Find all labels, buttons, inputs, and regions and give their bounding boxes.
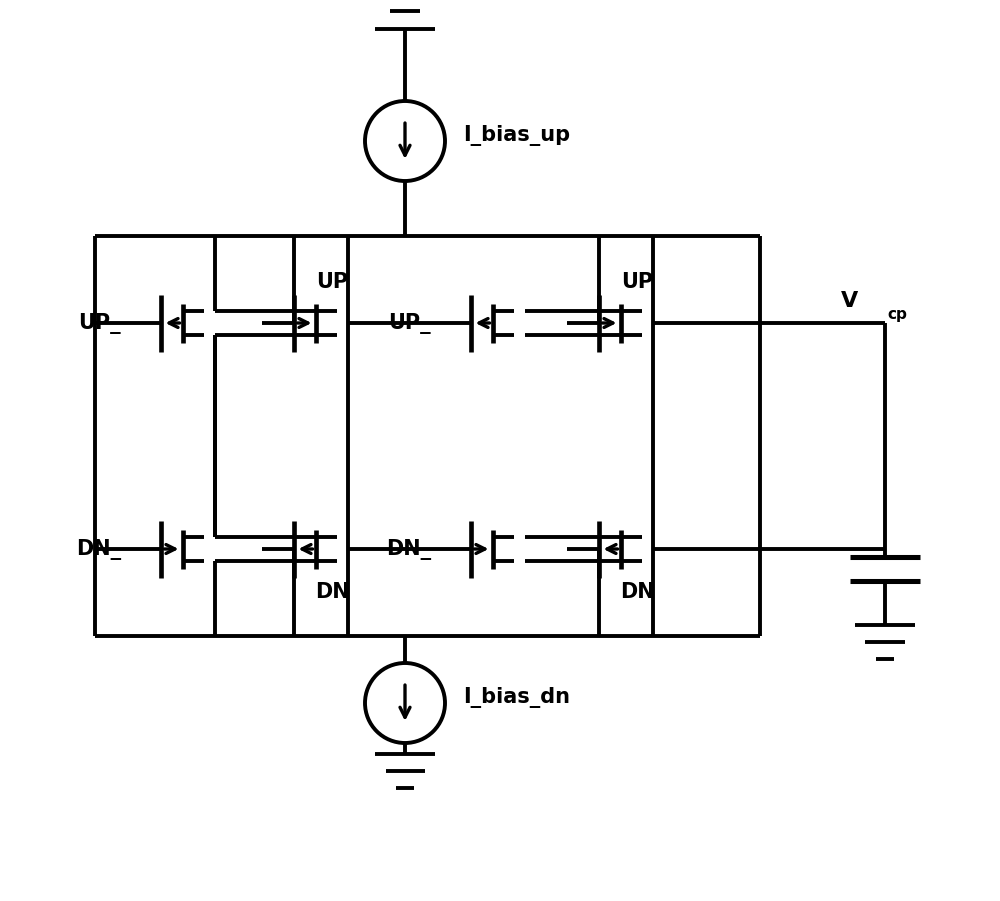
Text: DN_: DN_ [386,539,431,560]
Text: I_bias_up: I_bias_up [463,125,570,147]
Text: DN: DN [620,581,654,602]
Text: UP: UP [316,272,348,293]
Text: I_bias_dn: I_bias_dn [463,687,570,708]
Text: UP: UP [621,272,653,293]
Text: cp: cp [887,307,907,323]
Text: UP_: UP_ [78,313,121,333]
Text: DN: DN [315,581,349,602]
Text: V: V [841,291,859,311]
Text: DN_: DN_ [76,539,121,560]
Text: UP_: UP_ [388,313,431,333]
